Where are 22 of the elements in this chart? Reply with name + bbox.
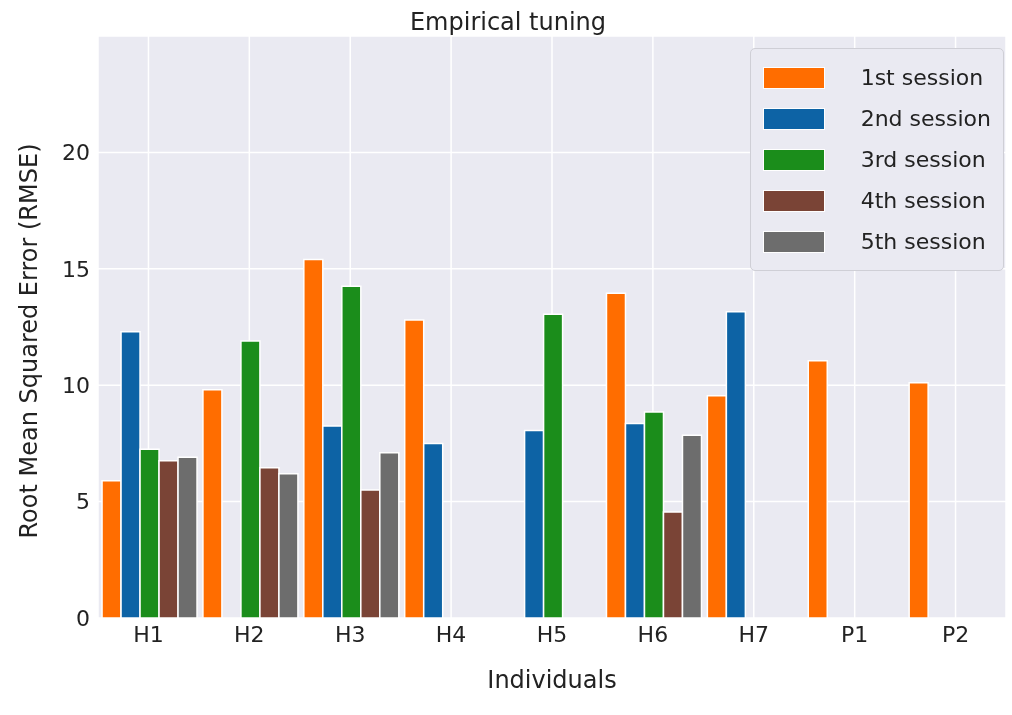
x-tick-label: P1	[841, 621, 869, 647]
legend-label: 2nd session	[860, 106, 991, 131]
x-tick-label: H6	[637, 621, 669, 647]
x-tick-label: P2	[941, 621, 970, 647]
legend-label: 5th session	[860, 229, 986, 254]
y-tick-label: 0	[76, 605, 90, 631]
x-axis-title: Individuals	[487, 666, 617, 694]
x-tick-label: H4	[435, 621, 467, 647]
x-tick-label: H5	[536, 621, 568, 647]
y-tick-label: 10	[62, 373, 90, 399]
y-tick-label: 20	[62, 140, 90, 166]
legend-label: 3rd session	[860, 147, 986, 172]
y-tick-label: 15	[62, 256, 90, 282]
y-axis-title: Root Mean Squared Error (RMSE)	[14, 143, 43, 539]
legend-label: 1st session	[860, 65, 984, 90]
x-tick-label: H3	[334, 621, 366, 647]
x-tick-label: H2	[234, 621, 265, 647]
x-tick-label: H1	[133, 621, 164, 647]
legend-label: 4th session	[860, 188, 986, 213]
chart-title: Empirical tuning	[408, 8, 608, 36]
x-tick-label: H7	[738, 621, 770, 647]
y-tick-label: 5	[76, 489, 90, 515]
